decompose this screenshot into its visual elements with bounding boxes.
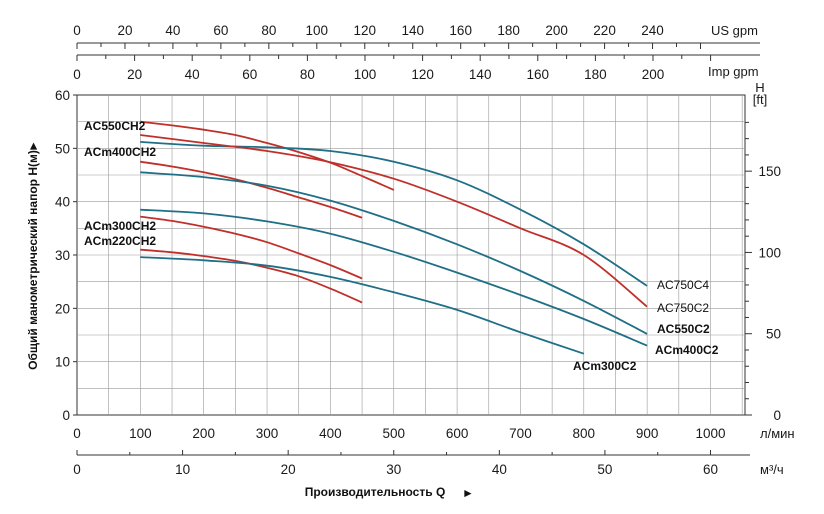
x-axis-title: Производительность Q: [305, 485, 446, 499]
imp-gpm-unit-label: Imp gpm: [708, 64, 759, 79]
y-tick-label: 60: [55, 88, 70, 103]
us-gpm-tick-label: 180: [497, 23, 520, 38]
feet-tick-label: 50: [766, 327, 781, 342]
us-gpm-tick-label: 60: [213, 23, 228, 38]
m3h-tick-label: 30: [386, 462, 401, 477]
y-tick-label: 0: [62, 408, 70, 423]
x-tick-label: 600: [446, 426, 469, 441]
us-gpm-tick-label: 0: [73, 23, 81, 38]
x-tick-label: 500: [382, 426, 405, 441]
x-axis-arrow-icon: ►: [462, 486, 474, 500]
y-axis-arrow-icon: ►: [26, 140, 40, 152]
imp-gpm-tick-label: 60: [242, 67, 257, 82]
us-gpm-tick-label: 140: [401, 23, 424, 38]
x-tick-label: 100: [129, 426, 152, 441]
curve-label-acm400c2: ACm400C2: [655, 343, 719, 357]
curve-label-ac550c2: AC550C2: [657, 322, 710, 336]
m3h-tick-label: 20: [281, 462, 296, 477]
m3h-tick-label: 40: [492, 462, 507, 477]
imp-gpm-tick-label: 120: [411, 67, 434, 82]
imp-gpm-tick-label: 0: [73, 67, 81, 82]
y-tick-label: 10: [55, 355, 70, 370]
curve-acm300ch2: [140, 215, 363, 280]
curve-label-ac750c2: AC750C2: [657, 301, 709, 315]
y-axis-title: Общий манометрический напор H(м): [26, 150, 40, 370]
curve-ac550c2: [140, 171, 648, 335]
m3h-tick-label: 10: [175, 462, 190, 477]
x-tick-label: 900: [636, 426, 659, 441]
us-gpm-tick-label: 20: [117, 23, 132, 38]
imp-gpm-tick-label: 40: [185, 67, 200, 82]
us-gpm-tick-label: 120: [354, 23, 377, 38]
curve-label-ac550ch2: AC550CH2: [84, 119, 146, 133]
us-gpm-tick-label: 240: [641, 23, 664, 38]
imp-gpm-tick-label: 200: [642, 67, 665, 82]
series-group: [140, 120, 648, 355]
us-gpm-tick-label: 100: [306, 23, 329, 38]
curve-acm300c2: [140, 256, 585, 355]
m3h-tick-label: 0: [73, 462, 81, 477]
us-gpm-tick-label: 80: [261, 23, 276, 38]
us-gpm-tick-label: 220: [593, 23, 616, 38]
feet-tick-label: 0: [773, 408, 781, 423]
curve-ac750c2: [140, 134, 648, 308]
us-gpm-tick-label: 200: [545, 23, 568, 38]
imp-gpm-tick-label: 180: [584, 67, 607, 82]
curve-acm400c2: [140, 208, 648, 347]
curve-label-acm220ch2: ACm220CH2: [84, 234, 156, 248]
x-tick-label: 1000: [695, 426, 725, 441]
x-tick-label: 0: [73, 426, 81, 441]
m3h-tick-label: 60: [703, 462, 718, 477]
grid: [76, 94, 746, 416]
imp-gpm-tick-label: 100: [354, 67, 377, 82]
m3h-tick-label: 50: [597, 462, 612, 477]
curve-label-acm300c2: ACm300C2: [573, 359, 637, 373]
x-tick-label: 200: [192, 426, 215, 441]
x-tick-label: 700: [509, 426, 532, 441]
imp-gpm-tick-label: 140: [469, 67, 492, 82]
imp-gpm-tick-label: 20: [127, 67, 142, 82]
us-gpm-tick-label: 160: [449, 23, 472, 38]
curve-label-acm300ch2: ACm300CH2: [84, 219, 156, 233]
feet-tick-label: 100: [758, 245, 781, 260]
y-tick-label: 50: [55, 141, 70, 156]
curve-label-acm400ch2: ACm400CH2: [84, 145, 156, 159]
feet-tick-label: 150: [758, 164, 781, 179]
x-unit-label: л/мин: [760, 426, 795, 441]
curve-label-ac750c4: AC750C4: [657, 278, 709, 292]
imp-gpm-tick-label: 160: [527, 67, 550, 82]
imp-gpm-tick-label: 80: [300, 67, 315, 82]
curve-ac550ch2: [140, 120, 395, 191]
feet-unit-label-h: H: [755, 80, 764, 95]
curve-acm400ch2: [140, 160, 363, 219]
x-tick-label: 300: [256, 426, 279, 441]
y-tick-label: 30: [55, 248, 70, 263]
x-tick-label: 400: [319, 426, 342, 441]
feet-unit-label-ft: [ft]: [753, 92, 767, 107]
us-gpm-unit-label: US gpm: [711, 23, 758, 38]
us-gpm-tick-label: 40: [165, 23, 180, 38]
x-tick-label: 800: [573, 426, 596, 441]
m3h-unit-label: м³/ч: [760, 462, 784, 477]
y-tick-label: 20: [55, 301, 70, 316]
y-tick-label: 40: [55, 195, 70, 210]
